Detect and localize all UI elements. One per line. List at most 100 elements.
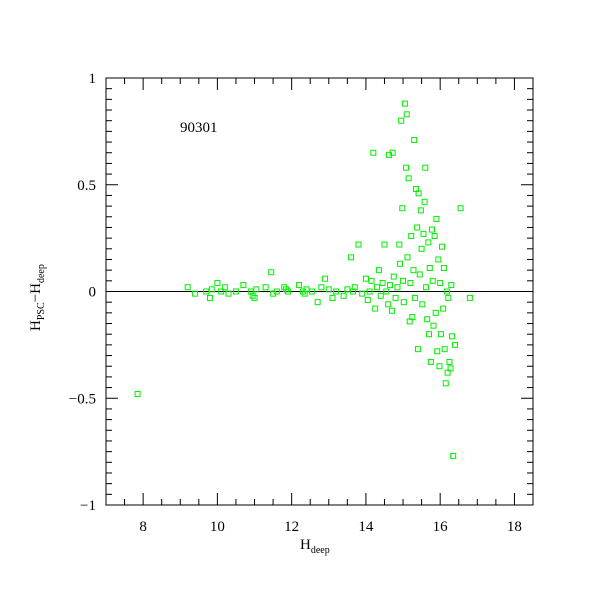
x-tick-label: 18 — [507, 519, 522, 535]
data-point — [410, 267, 417, 274]
data-point — [379, 279, 386, 286]
data-point — [466, 294, 473, 301]
x-axis-label: Hdeep — [300, 537, 330, 556]
data-point — [301, 290, 308, 297]
data-point — [394, 284, 401, 291]
data-point — [434, 348, 441, 355]
data-point — [414, 346, 421, 353]
data-point — [452, 341, 459, 348]
data-point — [439, 243, 446, 250]
annotation-label: 90301 — [180, 120, 218, 136]
y-tick-label: −1 — [80, 498, 96, 514]
data-point — [403, 164, 410, 171]
data-point — [436, 363, 443, 370]
data-point — [422, 164, 429, 171]
data-point — [414, 224, 421, 231]
data-point — [426, 331, 433, 338]
data-point — [375, 267, 382, 274]
y-tick-label: 1 — [89, 71, 97, 87]
data-point — [420, 230, 427, 237]
data-point — [423, 284, 430, 291]
data-point — [389, 149, 396, 156]
data-point — [421, 198, 428, 205]
data-point — [325, 286, 332, 293]
data-point — [273, 288, 280, 295]
data-point — [435, 256, 442, 263]
data-point — [403, 111, 410, 118]
data-point — [400, 277, 407, 284]
data-point — [409, 314, 416, 321]
data-point — [208, 286, 215, 293]
data-point — [225, 290, 232, 297]
data-point — [262, 284, 269, 291]
data-point — [214, 279, 221, 286]
data-point — [442, 380, 449, 387]
data-point — [449, 333, 456, 340]
data-point — [253, 286, 260, 293]
data-point — [398, 117, 405, 124]
data-point — [419, 301, 426, 308]
data-point — [340, 292, 347, 299]
data-point — [381, 241, 388, 248]
data-point — [446, 358, 453, 365]
data-point — [392, 294, 399, 301]
data-point — [457, 205, 464, 212]
data-point — [368, 277, 375, 284]
data-point — [429, 277, 436, 284]
data-point — [411, 136, 418, 143]
data-point — [385, 301, 392, 308]
data-point — [405, 175, 412, 182]
data-point — [383, 288, 390, 295]
data-point — [440, 265, 447, 272]
data-point — [322, 275, 329, 282]
data-point — [349, 288, 356, 295]
data-point — [388, 307, 395, 314]
data-point — [203, 288, 210, 295]
data-point — [408, 232, 415, 239]
x-tick-label: 12 — [284, 519, 299, 535]
data-point — [355, 241, 362, 248]
data-point — [314, 299, 321, 306]
data-point — [206, 294, 213, 301]
data-point — [372, 305, 379, 312]
data-point — [387, 282, 394, 289]
data-point — [318, 284, 325, 291]
y-axis-ticks: −1 −0.5 0 0.5 1 — [69, 71, 533, 514]
data-point — [284, 288, 291, 295]
data-point — [232, 288, 239, 295]
data-point — [333, 288, 340, 295]
data-point — [221, 284, 228, 291]
data-point — [415, 190, 422, 197]
data-point — [432, 309, 439, 316]
data-point — [416, 271, 423, 278]
data-point — [351, 284, 358, 291]
x-axis-ticks: 8 10 12 14 16 18 — [105, 78, 534, 535]
data-point — [404, 254, 411, 261]
data-point — [401, 100, 408, 107]
data-point — [431, 232, 438, 239]
data-point — [407, 279, 414, 286]
data-point — [268, 269, 275, 276]
data-point — [445, 294, 452, 301]
data-point — [430, 322, 437, 329]
x-tick-label: 16 — [433, 519, 449, 535]
data-point — [400, 299, 407, 306]
y-axis-label: HPSC−Hdeep — [28, 264, 47, 331]
data-point — [374, 284, 381, 291]
y-tick-label: 0 — [89, 285, 97, 301]
data-point — [377, 292, 384, 299]
data-point — [426, 265, 433, 272]
y-tick-label: 0.5 — [77, 178, 96, 194]
data-point — [433, 215, 440, 222]
data-point — [418, 245, 425, 252]
data-point — [329, 294, 336, 301]
data-point — [399, 205, 406, 212]
data-point — [344, 286, 351, 293]
data-point — [184, 284, 191, 291]
data-point — [447, 365, 454, 372]
data-point — [411, 294, 418, 301]
data-point — [443, 288, 450, 295]
data-point — [309, 288, 316, 295]
data-point — [240, 282, 247, 289]
